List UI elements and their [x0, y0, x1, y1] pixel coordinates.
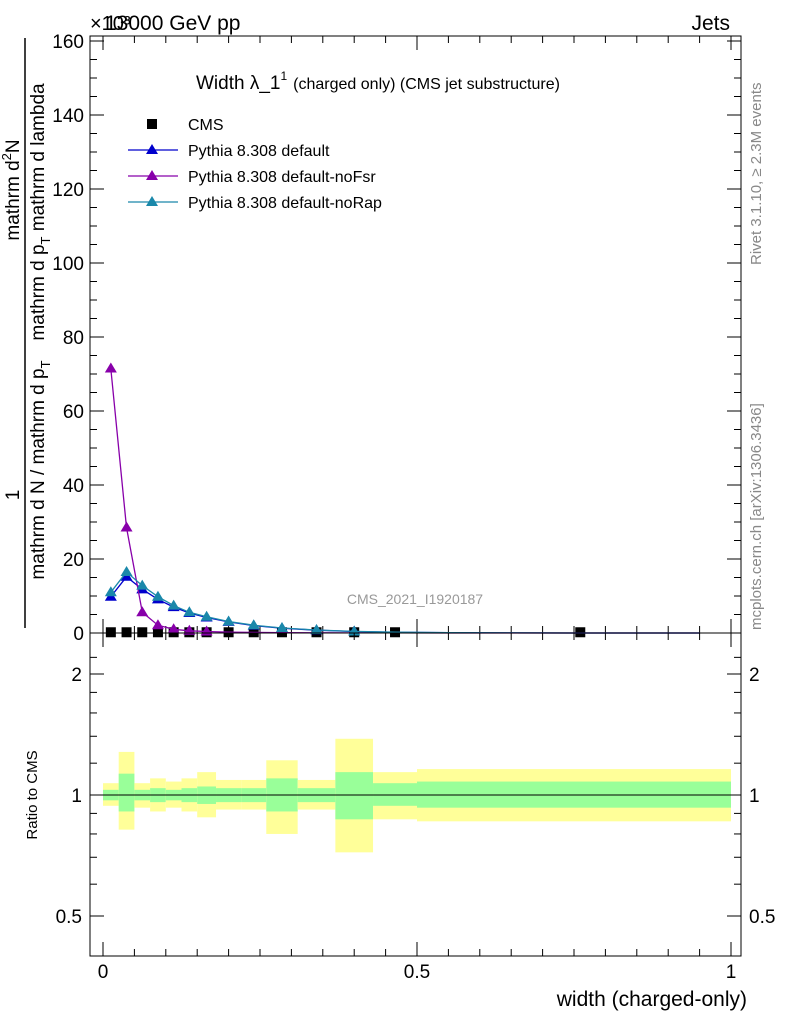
ratio-y-tick-label-right: 1: [749, 786, 760, 807]
series-marker: [120, 521, 133, 532]
ylabel-d-sup: 2: [0, 153, 14, 160]
ylabel-dpt-sub: T: [38, 236, 53, 244]
series-marker: [575, 627, 586, 638]
main-y-axis-label: 1 mathrm d N / mathrm d pT mathrm d2N ma…: [0, 83, 53, 580]
main-x-ticks: [102, 36, 732, 633]
ylabel-denominator-2: mathrm d pT mathrm d lambda: [28, 83, 53, 341]
main-y-tick-label: 120: [52, 180, 84, 201]
analysis-watermark: CMS_2021_I1920187: [347, 591, 483, 607]
series-marker: [151, 590, 164, 601]
ratio-y-tick-label-right: 2: [749, 665, 760, 686]
main-y-ticks: 0 20 40 60 80 100 120 140 160: [52, 32, 741, 645]
ratio-y-ticks: 0.5 0.5 1 1 2 2: [56, 656, 775, 928]
legend: CMS Pythia 8.308 default Pythia 8.308 defa…: [128, 117, 382, 212]
ratio-inner-band: [118, 773, 135, 812]
main-y-tick-label: 40: [63, 476, 84, 497]
ylabel-numerator-2: mathrm d2N: [0, 139, 24, 240]
ratio-inner-band: [373, 783, 417, 806]
plot-title-rest: (charged only) (CMS jet substructure): [293, 76, 560, 93]
legend-marker: [146, 170, 158, 180]
ratio-y-tick-label-left: 2: [71, 665, 82, 686]
series-marker: [167, 599, 180, 610]
main-y-tick-label: 60: [63, 402, 84, 423]
plot-title-main: Width λ_1: [196, 73, 280, 94]
x-tick-label: 1: [726, 962, 737, 983]
main-series: [104, 362, 700, 638]
series-marker: [121, 627, 132, 638]
series-marker: [222, 615, 235, 626]
legend-marker: [147, 119, 157, 129]
ratio-y-tick-label-right: 0.5: [749, 907, 775, 928]
main-y-tick-label: 0: [73, 624, 84, 645]
ratio-y-tick-label-left: 0.5: [56, 907, 82, 928]
legend-label: Pythia 8.308 default: [188, 143, 330, 160]
main-y-tick-label: 160: [52, 32, 84, 53]
series-marker: [136, 579, 149, 590]
series-marker: [104, 362, 117, 373]
series-marker: [105, 627, 116, 638]
main-y-tick-label: 20: [63, 550, 84, 571]
series-marker: [151, 619, 164, 630]
series-marker: [136, 606, 149, 617]
ylabel-dn-dpt-sub: T: [38, 360, 53, 368]
legend-marker: [146, 196, 158, 206]
legend-label: Pythia 8.308 default-noRap: [188, 195, 382, 212]
ylabel-numerator-1: 1: [3, 490, 24, 501]
series-marker: [137, 627, 148, 638]
series-marker: [152, 627, 163, 638]
ylabel-denominator-1: mathrm d N / mathrm d pT: [28, 360, 53, 579]
main-y-tick-label: 80: [63, 328, 84, 349]
legend-label: CMS: [188, 117, 224, 134]
x-tick-label: 0: [98, 962, 109, 983]
rivet-label: Rivet 3.1.10, ≥ 2.3M events: [748, 83, 765, 266]
plot-title-sup: 1: [280, 69, 287, 83]
series-marker: [120, 565, 133, 576]
series-marker: [183, 624, 196, 635]
x-axis-label: width (charged-only): [556, 988, 747, 1011]
series-marker: [275, 622, 288, 633]
series-marker: [167, 623, 180, 634]
series-marker: [200, 610, 213, 621]
series-marker: [104, 586, 117, 597]
x-tick-label: 0.5: [404, 962, 430, 983]
ratio-y-tick-label-left: 1: [71, 786, 82, 807]
ratio-x-ticks: 0 0.5 1: [98, 633, 737, 983]
series-marker: [183, 606, 196, 617]
energy-label: 13000 GeV pp: [105, 12, 240, 35]
ratio-bands: [103, 738, 731, 853]
main-y-tick-label: 140: [52, 106, 84, 127]
ylabel-d: mathrm d: [3, 160, 24, 240]
ylabel-dn-dpt: mathrm d N / mathrm d p: [28, 368, 49, 579]
process-label: Jets: [691, 12, 730, 35]
legend-label: Pythia 8.308 default-noFsr: [188, 169, 376, 186]
mcplots-label: mcplots.cern.ch [arXiv:1306.3436]: [748, 403, 765, 630]
ylabel-dpt: mathrm d p: [28, 244, 49, 340]
multiplier-label: ×10³: [90, 13, 131, 35]
ylabel-n: N: [3, 139, 24, 153]
ylabel-dlambda: mathrm d lambda: [28, 83, 49, 237]
main-y-tick-label: 100: [52, 254, 84, 275]
ratio-inner-band: [335, 772, 374, 820]
legend-marker: [146, 144, 158, 154]
ratio-y-axis-label: Ratio to CMS: [24, 750, 41, 839]
series-marker: [310, 624, 323, 635]
plot-title: Width λ_11 (charged only) (CMS jet substr…: [196, 69, 560, 94]
series-marker: [247, 619, 260, 630]
